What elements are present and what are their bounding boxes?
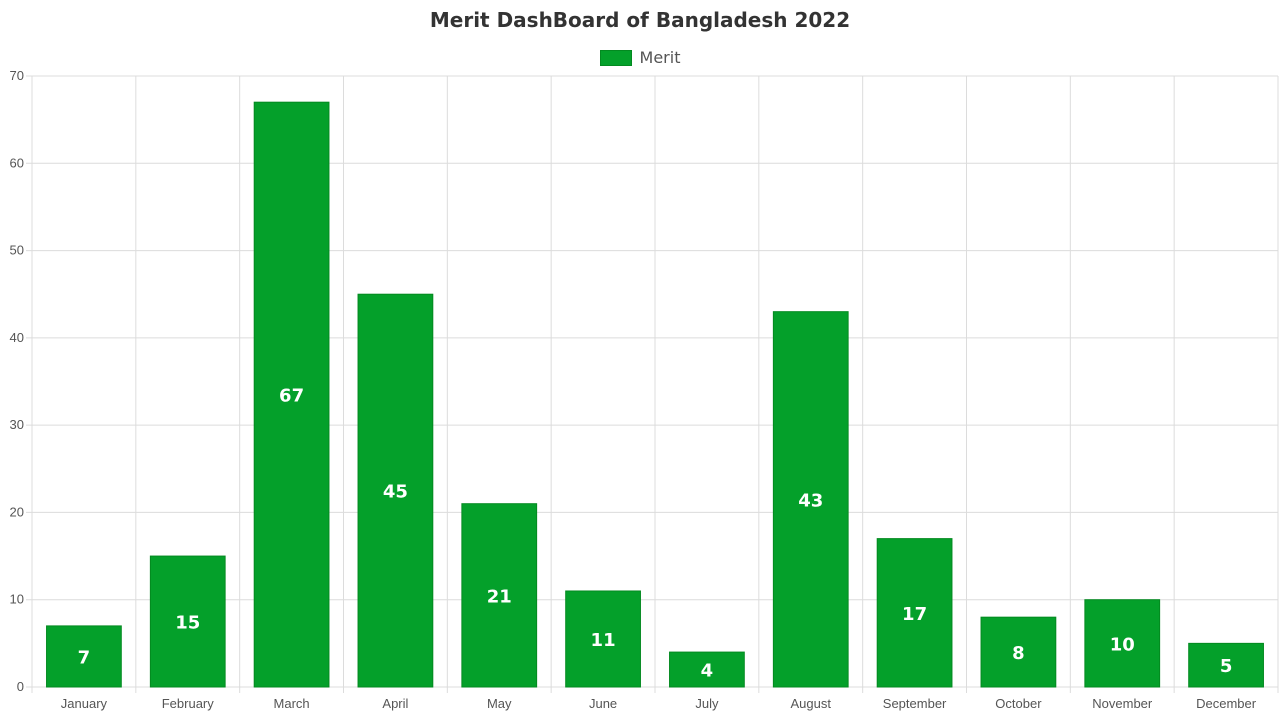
bar[interactable] <box>357 293 434 688</box>
bar-value-label: 45 <box>383 482 408 503</box>
y-tick-label: 60 <box>10 155 24 170</box>
bar[interactable] <box>876 538 953 688</box>
bar[interactable] <box>461 503 538 688</box>
x-tick-label: April <box>382 696 408 711</box>
bar-value-label: 8 <box>1012 643 1025 664</box>
bar-value-label: 5 <box>1220 656 1233 677</box>
legend-swatch <box>599 49 632 66</box>
y-tick-label: 20 <box>10 504 24 519</box>
bar-value-label: 21 <box>487 586 512 607</box>
x-tick-label: August <box>791 696 832 711</box>
bar[interactable] <box>669 651 745 688</box>
chart-title: Merit DashBoard of Bangladesh 2022 <box>429 8 851 32</box>
bars <box>46 101 1264 688</box>
x-tick-label: September <box>883 696 947 711</box>
bar-value-label: 4 <box>701 661 714 682</box>
y-tick-label: 0 <box>17 679 24 694</box>
y-tick-label: 10 <box>10 592 24 607</box>
data-labels: 7 15 67 45 21 11 4 43 17 8 10 5 <box>78 386 1233 682</box>
axis-ticks: 0 10 20 30 40 50 60 70 January February March April… <box>10 68 1257 711</box>
y-tick-label: 40 <box>10 330 24 345</box>
x-tick-label: June <box>589 696 617 711</box>
bar-value-label: 15 <box>175 613 200 634</box>
bar-value-label: 67 <box>279 386 304 407</box>
x-tick-label: March <box>274 696 310 711</box>
bar-value-label: 11 <box>591 630 616 651</box>
chart-legend[interactable]: Merit <box>0 48 1280 67</box>
grid-lines <box>26 75 1279 693</box>
bar[interactable] <box>46 625 122 688</box>
y-tick-label: 70 <box>10 68 24 83</box>
bar[interactable] <box>253 101 330 688</box>
x-tick-label: October <box>995 696 1042 711</box>
y-tick-label: 50 <box>10 243 24 258</box>
bar[interactable] <box>1188 642 1264 688</box>
x-tick-label: February <box>162 696 215 711</box>
bar[interactable] <box>565 590 641 688</box>
bar[interactable] <box>772 311 849 688</box>
bar[interactable] <box>1084 599 1161 688</box>
bar-value-label: 17 <box>902 604 927 625</box>
x-tick-label: January <box>61 696 108 711</box>
x-tick-label: May <box>487 696 512 711</box>
bar[interactable] <box>980 616 1057 688</box>
legend-label: Merit <box>639 48 681 67</box>
y-tick-label: 30 <box>10 417 24 432</box>
bar-value-label: 10 <box>1110 634 1135 655</box>
x-tick-label: July <box>695 696 719 711</box>
x-tick-label: December <box>1196 696 1257 711</box>
x-tick-label: November <box>1092 696 1153 711</box>
bar-value-label: 7 <box>78 647 91 668</box>
bar[interactable] <box>149 555 226 688</box>
bar-value-label: 43 <box>798 490 823 511</box>
